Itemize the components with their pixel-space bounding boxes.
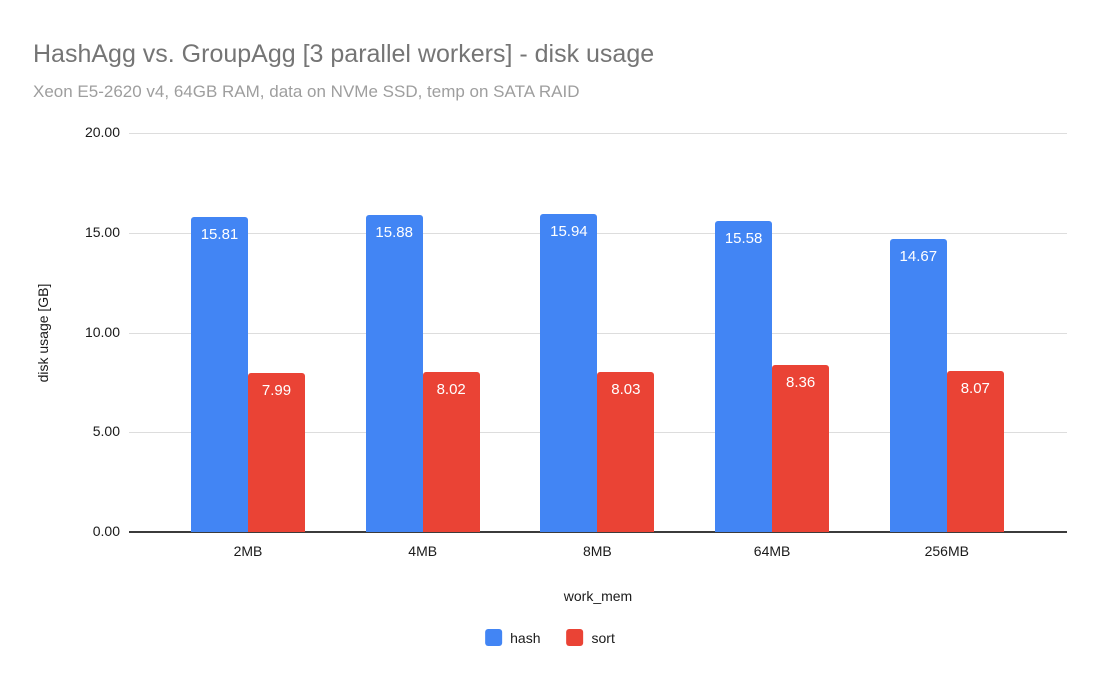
bar-value-label: 8.02 (436, 381, 466, 398)
y-tick-label: 15.00 (84, 223, 120, 240)
gridline (129, 232, 1067, 234)
bar-sort: 8.36 (772, 365, 830, 532)
y-tick-label: 5.00 (92, 423, 120, 440)
legend-label: sort (591, 629, 615, 646)
x-tick-label: 256MB (924, 543, 969, 559)
x-tick-label: 2MB (233, 543, 263, 559)
x-tick-label: 8MB (582, 543, 612, 559)
legend-item-hash: hash (485, 629, 541, 646)
bar-value-label: 14.67 (899, 248, 938, 266)
bar-sort: 8.03 (597, 371, 655, 532)
bar-sort: 8.02 (422, 372, 480, 532)
bar-hash: 15.88 (365, 215, 423, 532)
bar-hash: 15.81 (191, 216, 248, 532)
x-axis-title: work_mem (563, 588, 633, 604)
x-tick-label: 64MB (753, 543, 791, 559)
legend-swatch-hash (485, 629, 503, 646)
bar-value-label: 15.58 (724, 230, 763, 248)
bar-value-label: 15.81 (200, 225, 239, 243)
chart-subtitle: Xeon E5-2620 v4, 64GB RAM, data on NVMe … (33, 82, 580, 101)
chart-title: HashAgg vs. GroupAgg [3 parallel workers… (33, 40, 655, 68)
bar-hash: 15.94 (540, 213, 598, 532)
bar-value-label: 8.03 (611, 380, 641, 398)
legend-swatch-sort (566, 629, 584, 646)
bar-value-label: 8.07 (960, 380, 990, 397)
bar-hash: 15.58 (715, 221, 773, 532)
legend-label: hash (510, 629, 541, 646)
bar-value-label: 7.99 (261, 381, 292, 399)
legend: hash sort (485, 629, 615, 646)
y-tick-label: 0.00 (92, 523, 120, 539)
legend-item-sort: sort (566, 629, 615, 646)
bar-value-label: 15.88 (375, 224, 413, 242)
x-axis-line (129, 531, 1067, 533)
bar-sort: 8.07 (946, 371, 1004, 532)
bar-value-label: 8.36 (785, 374, 816, 392)
x-tick-label: 4MB (408, 543, 438, 559)
y-tick-label: 10.00 (84, 323, 120, 340)
bar-hash: 14.67 (889, 239, 947, 532)
bar-value-label: 15.94 (550, 222, 588, 240)
y-tick-label: 20.00 (84, 124, 120, 140)
gridline (129, 332, 1067, 334)
gridline (129, 133, 1067, 134)
bar-sort: 7.99 (248, 372, 305, 532)
